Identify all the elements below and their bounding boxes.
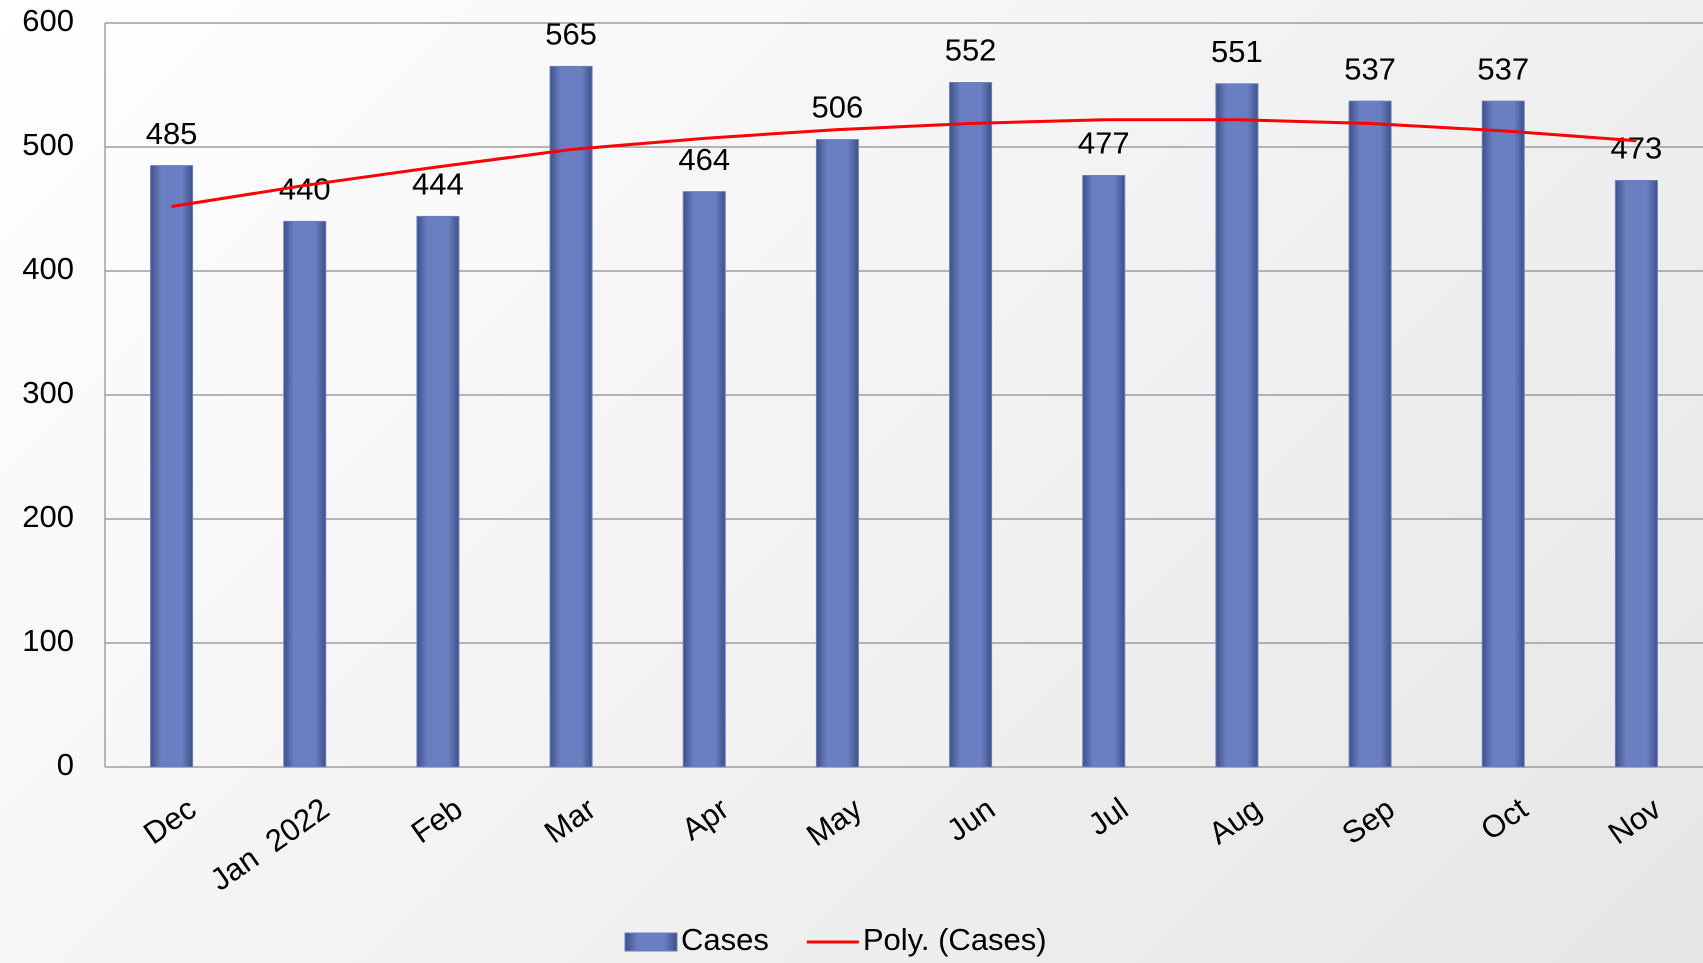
bar xyxy=(416,215,460,768)
x-tick-label: Apr xyxy=(675,791,735,847)
x-tick-label: Jul xyxy=(1082,791,1135,842)
trend-line xyxy=(171,118,1637,209)
bar xyxy=(150,165,194,768)
bar xyxy=(815,139,859,768)
legend-label: Poly. (Cases) xyxy=(863,922,1047,957)
y-tick-label: 0 xyxy=(57,747,74,782)
data-label: 537 xyxy=(1344,51,1396,86)
legend-swatch xyxy=(624,932,678,952)
y-tick-label: 400 xyxy=(22,251,74,286)
legend: Cases Poly. (Cases) xyxy=(624,922,1047,957)
legend-label: Cases xyxy=(681,922,769,957)
x-tick-label: Oct xyxy=(1474,791,1534,848)
bar xyxy=(949,82,993,768)
x-tick-label: Aug xyxy=(1202,791,1267,851)
data-label: 565 xyxy=(545,17,597,52)
bar xyxy=(1614,179,1658,768)
x-tick-label: Jan 2022 xyxy=(204,791,336,898)
data-label: 485 xyxy=(146,116,198,151)
y-tick-label: 100 xyxy=(22,623,74,658)
x-tick-label: Mar xyxy=(538,791,602,850)
bar xyxy=(1348,100,1392,768)
y-tick-label: 300 xyxy=(22,375,74,410)
x-tick-label: Feb xyxy=(405,791,469,850)
y-tick-label: 600 xyxy=(22,3,74,38)
data-label: 444 xyxy=(412,167,464,202)
bar xyxy=(1215,83,1259,768)
data-label: 506 xyxy=(812,90,864,125)
bar xyxy=(1082,175,1126,768)
bar xyxy=(1481,100,1525,768)
x-tick-label: Sep xyxy=(1336,791,1401,851)
data-label: 551 xyxy=(1211,34,1263,69)
data-label: 477 xyxy=(1078,126,1130,161)
x-tick-label: May xyxy=(800,790,868,853)
data-label: 473 xyxy=(1611,131,1663,166)
x-tick-label: Nov xyxy=(1602,790,1668,851)
bar xyxy=(283,220,327,768)
data-label: 464 xyxy=(678,142,730,177)
y-tick-label: 500 xyxy=(22,127,74,162)
x-tick-label: Dec xyxy=(137,791,202,851)
y-tick-label: 200 xyxy=(22,499,74,534)
data-label: 552 xyxy=(945,33,997,68)
bar xyxy=(682,191,726,768)
bar xyxy=(549,65,593,768)
x-tick-label: Jun xyxy=(940,791,1001,848)
data-label: 537 xyxy=(1477,51,1529,86)
